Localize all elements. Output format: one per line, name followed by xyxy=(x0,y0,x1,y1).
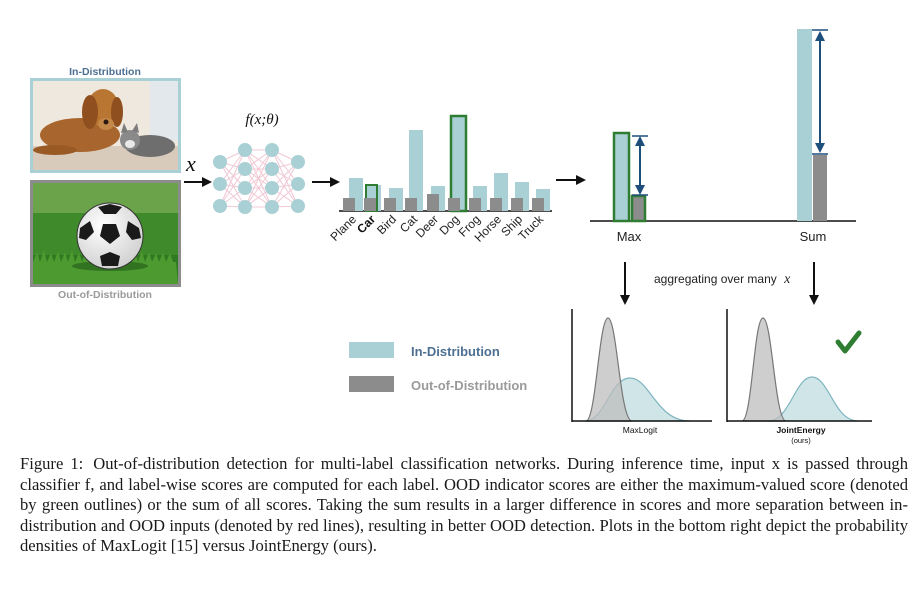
ood-bar-car xyxy=(364,198,376,211)
ood-bar-deer xyxy=(427,194,439,211)
jointenergy-sublabel: (ours) xyxy=(791,436,811,445)
check-icon xyxy=(835,330,862,354)
max-in-bar xyxy=(612,131,631,223)
maxlogit-density-plot: MaxLogit xyxy=(571,309,712,435)
out-of-distribution-title: Out-of-Distribution xyxy=(58,289,152,301)
ood-bar-horse xyxy=(490,198,502,211)
dog-cat-photo xyxy=(30,78,181,173)
legend: In-Distribution Out-of-Distribution xyxy=(349,342,527,393)
sum-label: Sum xyxy=(800,229,827,244)
input-x-label: x xyxy=(185,151,196,176)
figure-canvas: In-Distribution Out-of-Distribution xyxy=(30,29,872,445)
class-label-truck: Truck xyxy=(515,212,547,244)
legend-in-label: In-Distribution xyxy=(411,344,500,359)
in-bar-dog xyxy=(452,117,466,211)
legend-in-swatch xyxy=(349,342,394,358)
ood-bar-plane xyxy=(343,198,355,211)
ood-bar-cat xyxy=(405,198,417,211)
ood-bar-ship xyxy=(511,198,523,211)
class-label-car: Car xyxy=(354,212,378,236)
maxlogit-label: MaxLogit xyxy=(623,425,658,435)
caption-figure-label: Figure 1: xyxy=(20,454,84,473)
jointenergy-ood-density xyxy=(741,317,787,422)
sum-ood-bar xyxy=(813,155,827,221)
sum-in-bar xyxy=(797,29,812,221)
classifier-function-label: f(x;θ) xyxy=(245,112,278,128)
legend-out-label: Out-of-Distribution xyxy=(411,378,527,393)
jointenergy-in-density xyxy=(767,376,859,422)
jointenergy-density-plot: JointEnergy (ours) xyxy=(726,309,872,445)
aggregating-label: aggregating over many x xyxy=(654,272,791,287)
maxlogit-ood-density xyxy=(585,317,633,422)
ood-bar-truck xyxy=(532,198,544,211)
ood-bar-frog xyxy=(469,198,481,211)
ood-bar-dog xyxy=(448,198,460,211)
legend-out-swatch xyxy=(349,376,394,392)
in-bar-cat xyxy=(409,130,423,211)
max-ood-bar xyxy=(630,194,647,223)
ood-bar-bird xyxy=(384,198,396,211)
in-distribution-title: In-Distribution xyxy=(69,66,141,78)
label-scores-chart: Plane Car Bird Cat Deer Dog Frog Horse S… xyxy=(328,114,552,245)
neural-network-icon xyxy=(213,143,305,214)
max-label: Max xyxy=(617,229,642,244)
figure-caption: Figure 1: Out-of-distribution detection … xyxy=(20,454,908,557)
aggregation-chart: Max Sum xyxy=(590,29,856,244)
jointenergy-label: JointEnergy xyxy=(776,425,825,435)
class-label-dog: Dog xyxy=(437,212,462,237)
caption-text: Out-of-distribution detection for multi-… xyxy=(20,454,908,555)
class-label-bird: Bird xyxy=(374,212,399,237)
soccer-ball-photo xyxy=(30,180,181,287)
